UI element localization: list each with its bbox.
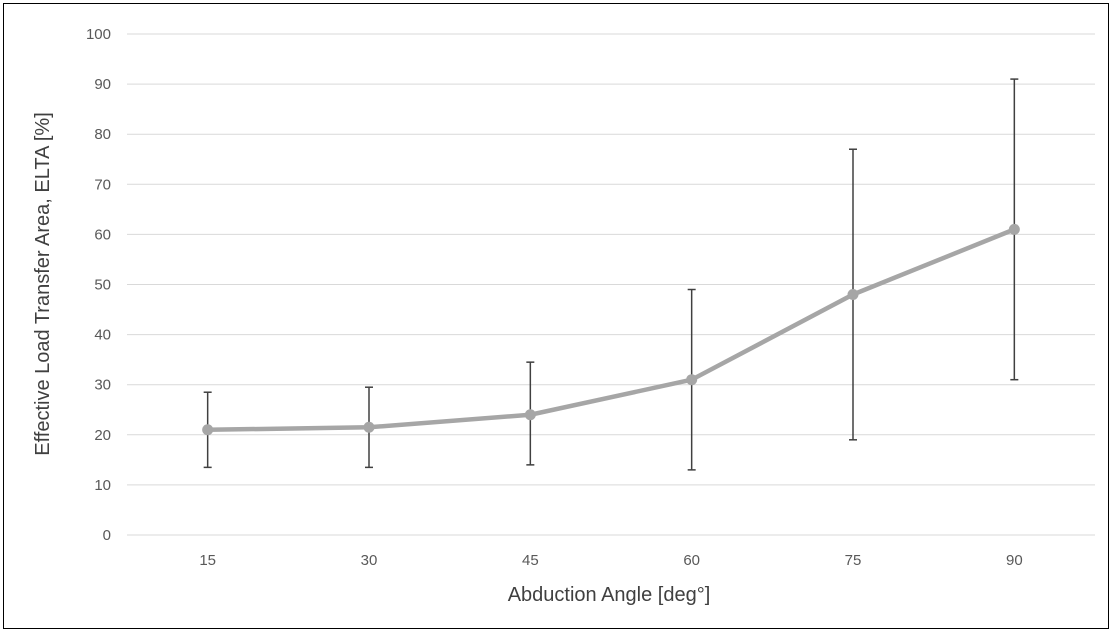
x-tick-label: 45	[522, 552, 539, 569]
series-line	[205, 227, 1017, 433]
y-tick-label: 50	[94, 277, 111, 294]
x-tick-label: 90	[1006, 552, 1023, 569]
x-tick-labels: 15 30 45 60 75 90	[199, 552, 1022, 569]
chart-frame: 0 10 20 30 40 50 60 70 80 90 100 15 30 45 60 75 90 Abdu…	[3, 3, 1109, 629]
data-point	[686, 374, 698, 386]
y-tick-label: 60	[94, 226, 111, 243]
y-tick-label: 30	[94, 377, 111, 394]
y-tick-label: 90	[94, 76, 111, 93]
data-point	[363, 421, 375, 433]
x-tick-label: 75	[845, 552, 862, 569]
y-axis-title: Effective Load Transfer Area, ELTA [%]	[32, 112, 54, 456]
y-tick-label: 100	[86, 26, 111, 43]
data-point	[202, 424, 214, 436]
gridlines	[127, 33, 1095, 536]
x-tick-label: 30	[361, 552, 378, 569]
data-point	[524, 409, 536, 421]
y-tick-label: 80	[94, 126, 111, 143]
y-tick-labels: 0 10 20 30 40 50 60 70 80 90 100	[86, 26, 111, 544]
data-points	[202, 223, 1020, 436]
x-axis-title: Abduction Angle [deg°]	[508, 584, 711, 606]
line-chart: 0 10 20 30 40 50 60 70 80 90 100 15 30 45 60 75 90 Abdu…	[32, 26, 1095, 606]
y-tick-label: 70	[94, 176, 111, 193]
x-tick-label: 15	[199, 552, 216, 569]
data-point	[847, 289, 859, 301]
y-tick-label: 10	[94, 477, 111, 494]
series-line-path	[205, 227, 1017, 433]
y-tick-label: 0	[103, 527, 111, 544]
data-point	[1008, 223, 1020, 235]
error-bars	[203, 78, 1019, 471]
x-tick-label: 60	[683, 552, 700, 569]
y-tick-label: 20	[94, 427, 111, 444]
y-tick-label: 40	[94, 327, 111, 344]
